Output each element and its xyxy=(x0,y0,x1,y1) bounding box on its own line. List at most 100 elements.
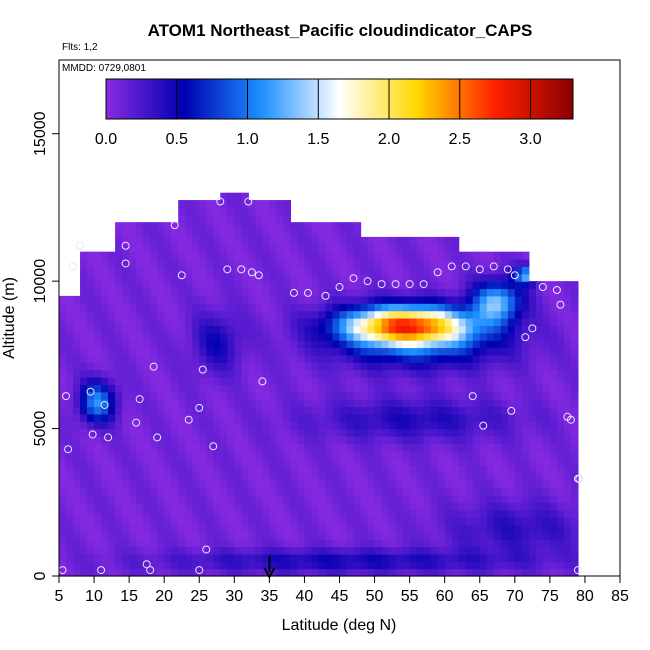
heatmap-cell xyxy=(507,318,516,326)
heatmap-cell xyxy=(437,347,446,356)
heatmap-cell xyxy=(311,406,320,415)
heatmap-cell xyxy=(192,546,200,555)
heatmap-cell xyxy=(374,354,383,363)
heatmap-cell xyxy=(178,413,186,422)
heatmap-cell xyxy=(451,480,460,489)
heatmap-cell xyxy=(136,332,144,341)
heatmap-cell xyxy=(227,458,235,467)
heatmap-cell xyxy=(206,288,214,297)
heatmap-cell xyxy=(122,531,130,540)
heatmap-cell xyxy=(430,369,439,378)
heatmap-cell xyxy=(80,568,88,577)
heatmap-cell xyxy=(451,494,460,503)
heatmap-cell xyxy=(227,369,235,378)
heatmap-cell xyxy=(290,236,299,245)
heatmap-cell xyxy=(318,318,327,326)
heatmap-cell xyxy=(220,325,228,334)
heatmap-cell xyxy=(115,318,123,326)
heatmap-cell xyxy=(276,332,284,341)
heatmap-cell xyxy=(500,480,509,489)
heatmap-cell xyxy=(479,428,488,437)
heatmap-cell xyxy=(416,384,425,393)
heatmap-cell xyxy=(416,480,425,489)
heatmap-cell xyxy=(311,413,320,422)
heatmap-cell xyxy=(395,435,404,444)
heatmap-cell xyxy=(423,406,432,415)
heatmap-cell xyxy=(227,391,235,400)
heatmap-cell xyxy=(521,347,530,356)
heatmap-cell xyxy=(150,288,158,297)
heatmap-cell xyxy=(353,347,362,356)
heatmap-cell xyxy=(416,310,425,319)
heatmap-cell xyxy=(458,251,467,260)
heatmap-cell xyxy=(430,413,439,422)
heatmap-cell xyxy=(241,325,249,334)
heatmap-cell xyxy=(381,251,390,260)
heatmap-cell xyxy=(332,553,341,562)
heatmap-cell xyxy=(339,531,348,540)
heatmap-cell xyxy=(199,517,207,525)
heatmap-cell xyxy=(199,494,207,503)
heatmap-cell xyxy=(129,244,137,253)
heatmap-cell xyxy=(451,517,460,525)
heatmap-cell xyxy=(136,281,144,290)
heatmap-cell xyxy=(192,244,200,253)
heatmap-cell xyxy=(115,502,123,511)
heatmap-cell xyxy=(360,332,369,341)
heatmap-cell xyxy=(486,340,495,349)
heatmap-cell xyxy=(367,384,376,393)
heatmap-cell xyxy=(171,435,179,444)
heatmap-cell xyxy=(430,509,439,518)
heatmap-cell xyxy=(353,480,362,489)
heatmap-cell xyxy=(157,332,165,341)
heatmap-cell xyxy=(150,347,158,356)
heatmap-cell xyxy=(276,318,284,326)
heatmap-cell xyxy=(178,369,186,378)
heatmap-cell xyxy=(402,318,411,326)
heatmap-cell xyxy=(164,443,172,452)
heatmap-cell xyxy=(563,531,572,540)
heatmap-cell xyxy=(255,214,263,223)
heatmap-cell xyxy=(500,553,509,562)
heatmap-cell xyxy=(472,421,481,430)
heatmap-cell xyxy=(388,259,397,267)
heatmap-cell xyxy=(374,421,383,430)
heatmap-cell xyxy=(472,376,481,385)
heatmap-cell xyxy=(444,553,453,562)
heatmap-cell xyxy=(346,399,355,408)
heatmap-cell xyxy=(59,310,67,319)
heatmap-cell xyxy=(143,502,151,511)
heatmap-cell xyxy=(507,347,516,356)
heatmap-cell xyxy=(472,332,481,341)
heatmap-cell xyxy=(374,443,383,452)
heatmap-field xyxy=(59,192,579,577)
x-tick-label: 35 xyxy=(260,588,278,605)
heatmap-cell xyxy=(416,546,425,555)
heatmap-cell xyxy=(535,539,544,548)
heatmap-cell xyxy=(542,539,551,548)
heatmap-cell xyxy=(297,325,306,334)
heatmap-cell xyxy=(563,347,572,356)
y-tick-label: 5000 xyxy=(32,411,49,447)
heatmap-cell xyxy=(493,487,502,496)
flight-point xyxy=(97,566,106,575)
heatmap-cell xyxy=(542,494,551,503)
heatmap-cell xyxy=(325,303,334,312)
heatmap-cell xyxy=(164,347,172,356)
heatmap-cell xyxy=(94,266,102,275)
heatmap-cell xyxy=(94,399,102,408)
heatmap-cell xyxy=(409,465,418,474)
heatmap-cell xyxy=(192,354,200,363)
heatmap-cell xyxy=(437,517,446,525)
heatmap-cell xyxy=(304,494,313,503)
heatmap-cell xyxy=(185,494,193,503)
flights-label: Flts: 1,2 xyxy=(62,42,98,53)
heatmap-cell xyxy=(129,472,137,481)
flight-point xyxy=(142,560,151,569)
heatmap-cell xyxy=(192,443,200,452)
heatmap-cell xyxy=(248,236,256,245)
heatmap-cell xyxy=(367,303,376,312)
heatmap-cell xyxy=(500,413,509,422)
heatmap-cell xyxy=(388,413,397,422)
heatmap-cell xyxy=(108,325,116,334)
